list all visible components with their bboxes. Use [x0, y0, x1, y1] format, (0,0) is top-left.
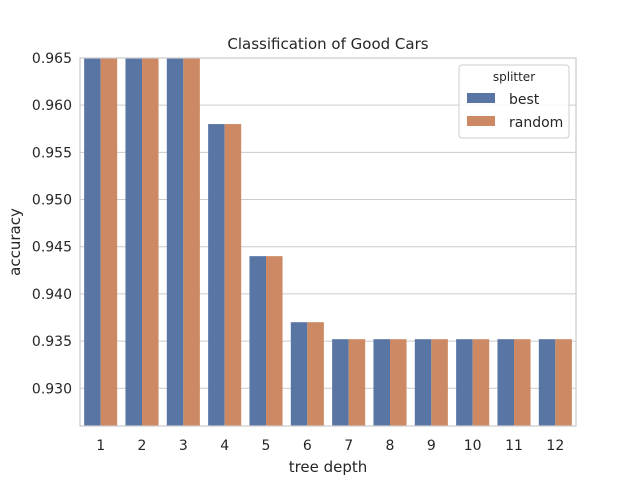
x-tick-label: 2: [138, 438, 147, 454]
bar-best-3: [166, 58, 184, 426]
plot-frame: [79, 57, 577, 427]
bar-random-5: [266, 256, 283, 426]
y-tick-label: 0.955: [32, 145, 72, 161]
bar-best-4: [208, 124, 225, 427]
x-tick-label: 6: [303, 438, 312, 454]
bar-random-7: [348, 339, 366, 426]
bar-best-2: [125, 58, 142, 426]
chart-title: Classification of Good Cars: [227, 35, 428, 53]
y-tick-label: 0.945: [32, 240, 72, 256]
bar-best-8: [373, 339, 390, 426]
x-tick-label: 10: [464, 438, 482, 454]
grid-layer: [80, 57, 576, 389]
bar-random-4: [224, 124, 242, 427]
legend-label-random: random: [509, 115, 563, 131]
bar-best-9: [414, 339, 432, 426]
y-tick-label: 0.930: [32, 381, 72, 397]
bar-random-9: [431, 339, 448, 426]
legend-swatch-best: [467, 93, 495, 103]
x-tick-label: 8: [386, 438, 395, 454]
bar-random-8: [390, 339, 407, 426]
x-axis-label: tree depth: [289, 458, 368, 476]
legend-swatch-random: [467, 116, 495, 126]
x-tick-label: 11: [505, 438, 523, 454]
bar-best-11: [497, 339, 514, 426]
x-tick-label: 9: [427, 438, 436, 454]
legend-title: splitter: [493, 70, 535, 84]
legend: splitter best random: [458, 64, 570, 139]
x-tick-label: 7: [344, 438, 353, 454]
y-tick-label: 0.940: [32, 287, 72, 303]
bar-best-5: [249, 256, 266, 426]
bar-random-1: [100, 58, 118, 426]
legend-label-best: best: [509, 92, 540, 108]
bar-random-11: [514, 339, 531, 426]
bar-best-1: [84, 58, 101, 426]
x-tick-label: 1: [96, 438, 105, 454]
y-axis-label: accuracy: [6, 208, 24, 276]
y-tick-label: 0.965: [32, 51, 72, 67]
x-tick-label: 4: [220, 438, 229, 454]
y-tick-label: 0.935: [32, 334, 72, 350]
y-tick-labels: 0.930 0.935 0.940 0.945 0.950 0.955 0.960 0.965: [32, 51, 72, 397]
x-tick-label: 12: [546, 438, 564, 454]
bar-random-2: [142, 58, 159, 426]
bar-best-6: [290, 322, 308, 426]
x-tick-labels: 1 2 3 4 5 6 7 8 9 10 11 12: [96, 438, 564, 454]
bar-best-12: [538, 339, 556, 426]
bar-random-10: [472, 339, 490, 426]
bars-layer: [84, 58, 572, 427]
y-tick-label: 0.950: [32, 193, 72, 209]
bar-best-10: [456, 339, 473, 426]
bar-random-6: [307, 322, 324, 426]
bar-random-12: [555, 339, 572, 426]
x-tick-label: 3: [179, 438, 188, 454]
y-tick-label: 0.960: [32, 98, 72, 114]
x-tick-label: 5: [262, 438, 271, 454]
bar-random-3: [183, 58, 200, 426]
bar-best-7: [332, 339, 349, 426]
